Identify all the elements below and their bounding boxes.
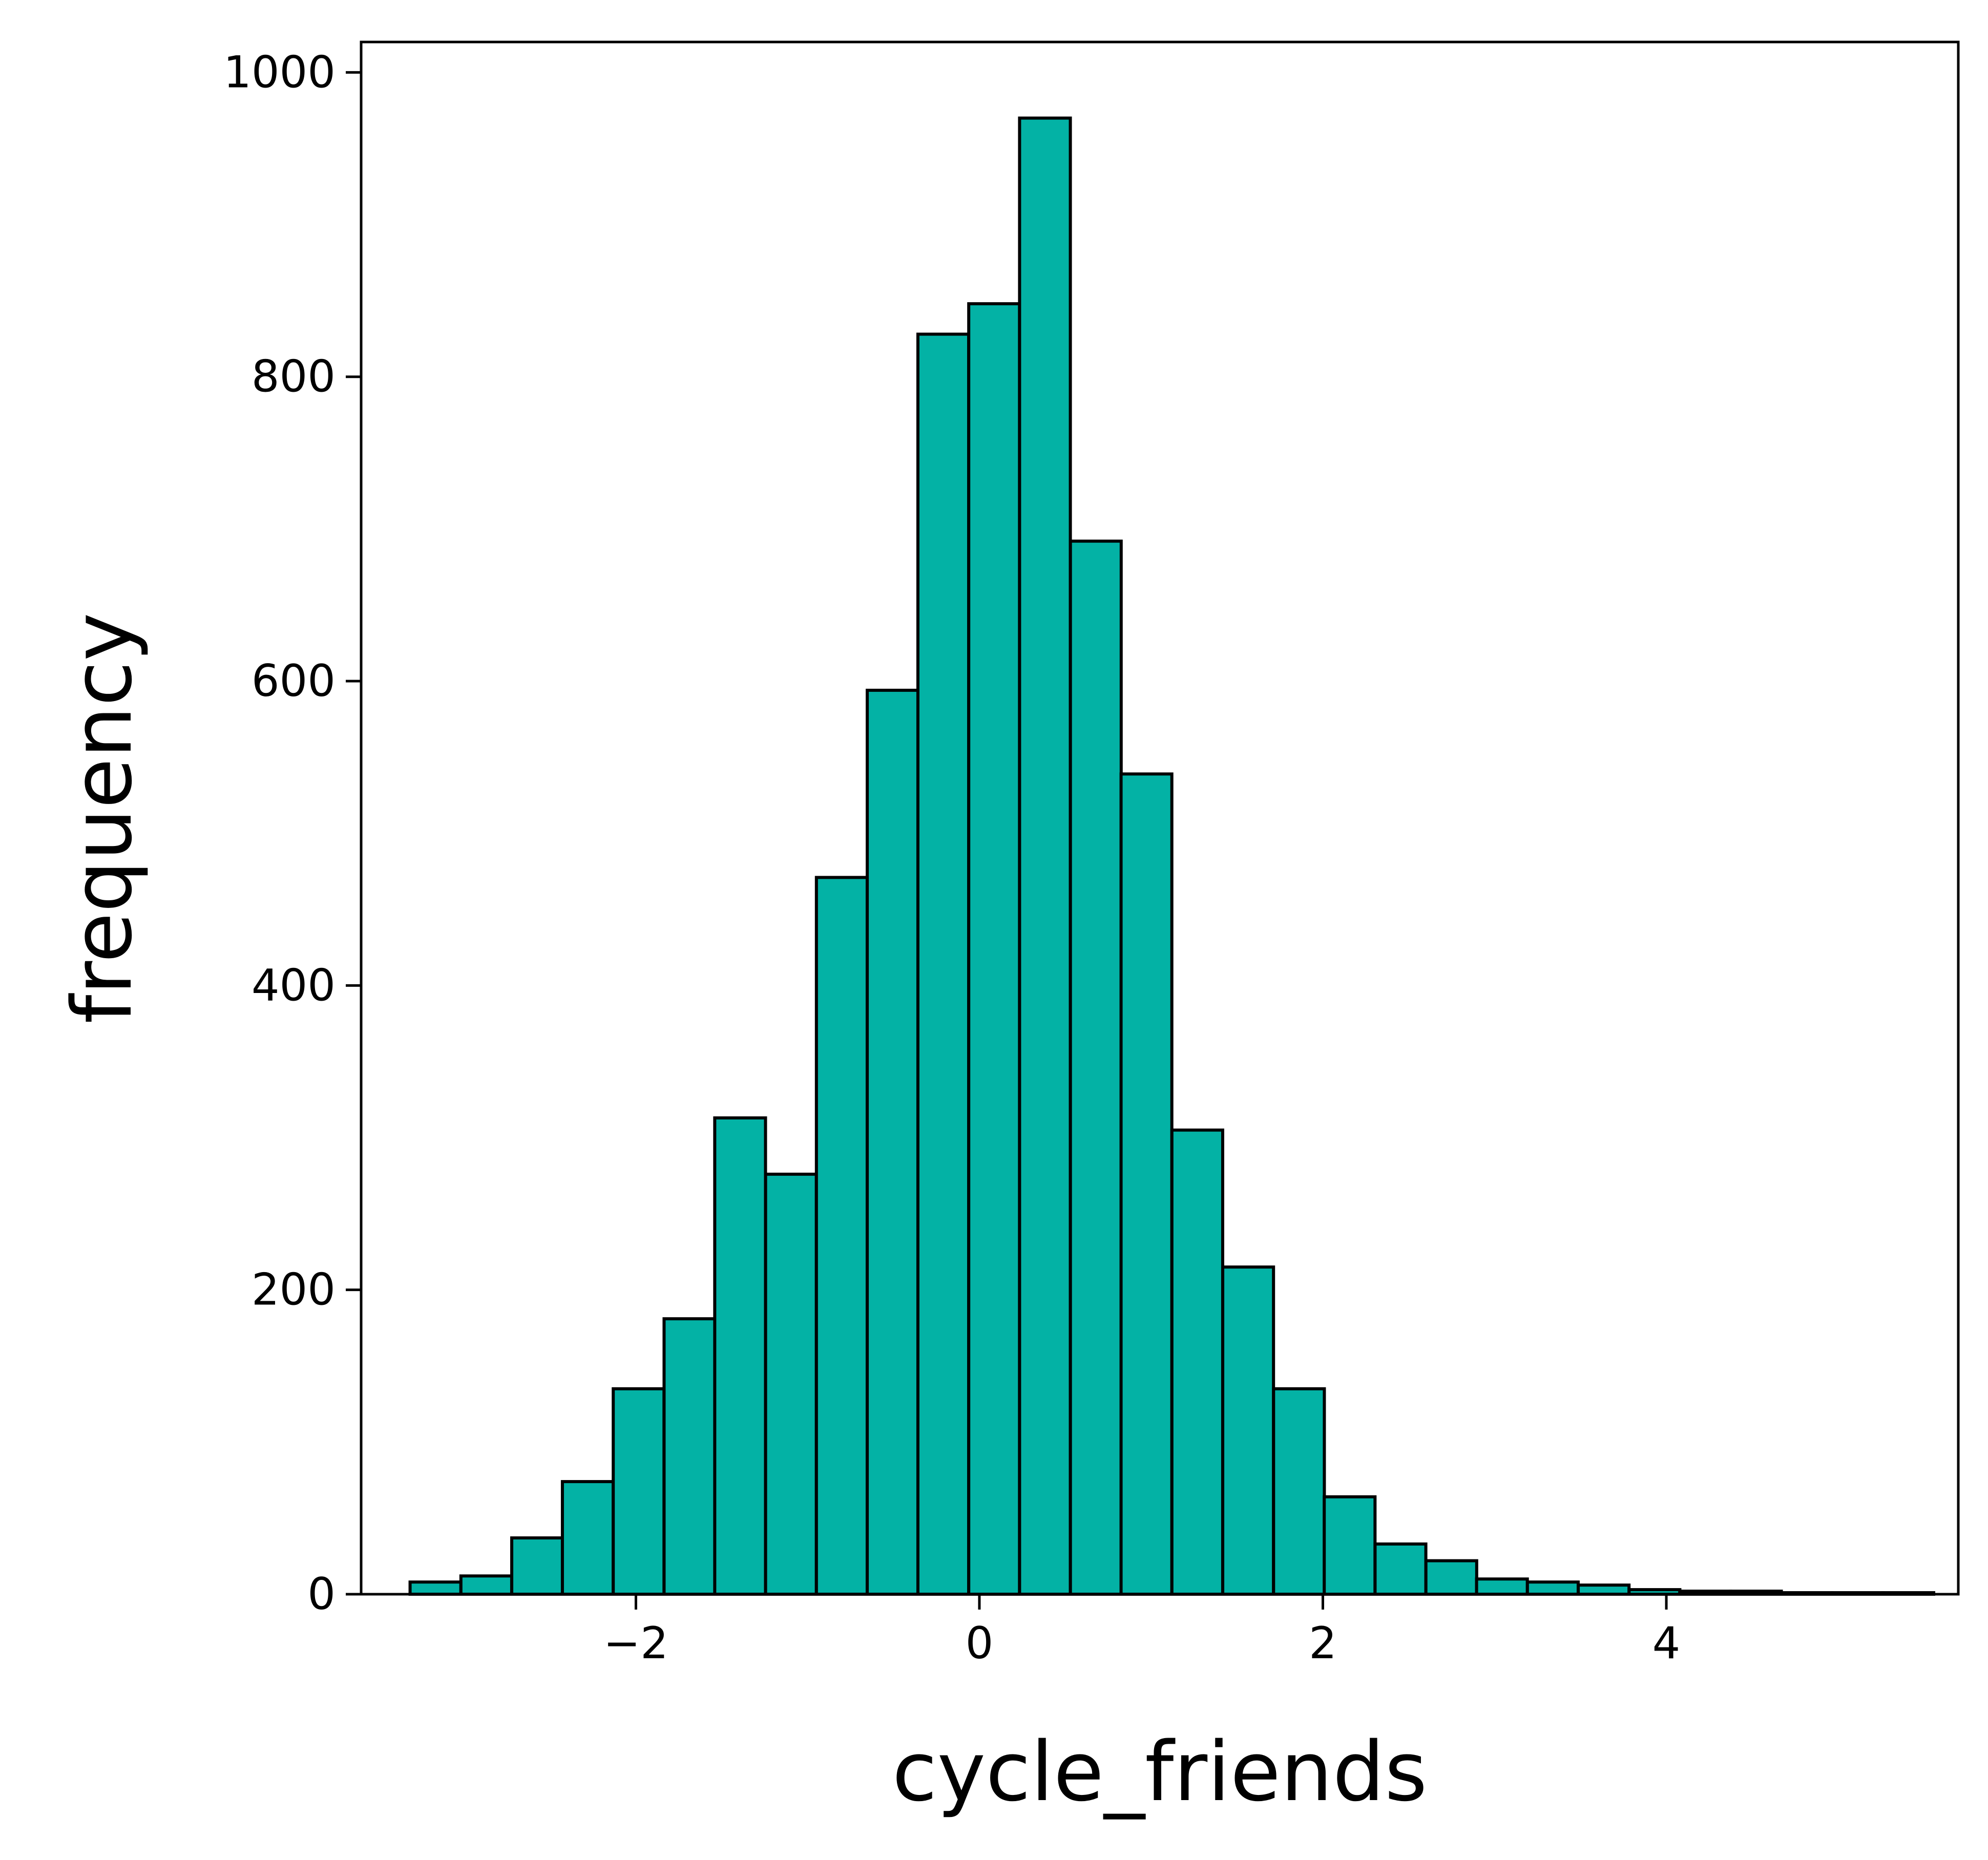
y-tick-label: 400: [252, 960, 336, 1011]
y-tick-label: 0: [307, 1569, 336, 1620]
histogram-bar: [1119, 772, 1174, 1596]
histogram-bar: [612, 1387, 666, 1596]
x-axis-ticks: −2 0 2 4: [603, 1594, 1680, 1669]
histogram-bar: [510, 1536, 564, 1596]
histogram-bar: [764, 1172, 818, 1596]
x-tick-label: −2: [603, 1618, 668, 1669]
histogram-bar: [1577, 1583, 1631, 1596]
histogram-bar: [1475, 1577, 1529, 1596]
x-tick-label: 0: [966, 1618, 994, 1669]
histogram-bar: [560, 1480, 615, 1596]
histogram-bar: [1373, 1542, 1428, 1596]
histogram-bar: [1069, 539, 1123, 1596]
x-axis-label: cycle_friends: [892, 1724, 1428, 1820]
y-tick-label: 800: [252, 351, 336, 403]
histogram-bar: [1018, 116, 1072, 1596]
y-axis-label: frequency: [54, 612, 150, 1024]
axes-frame: [360, 40, 1960, 1596]
histogram-bar: [1323, 1495, 1377, 1596]
histogram-bar: [408, 1580, 463, 1596]
y-tick-label: 200: [252, 1264, 336, 1316]
x-tick-label: 4: [1652, 1618, 1681, 1669]
histogram-bar: [1221, 1265, 1275, 1596]
histogram-bar: [713, 1116, 767, 1596]
x-tick-label: 2: [1309, 1618, 1337, 1669]
histogram-bar: [866, 688, 920, 1596]
histogram-bar: [662, 1317, 717, 1596]
histogram-bar: [459, 1574, 513, 1596]
histogram-bar: [1170, 1128, 1224, 1596]
y-tick-label: 1000: [223, 47, 336, 98]
histogram-bar: [1272, 1387, 1326, 1596]
histogram-bar: [967, 302, 1021, 1596]
histogram-bar: [1424, 1559, 1478, 1596]
histogram-bar: [1525, 1580, 1580, 1596]
y-axis-ticks: 0 200 400 600 800 1000: [223, 47, 361, 1620]
y-tick-label: 600: [252, 656, 336, 707]
histogram-bar: [916, 332, 971, 1596]
histogram-bar: [814, 876, 869, 1596]
bars-group: [408, 116, 1935, 1596]
